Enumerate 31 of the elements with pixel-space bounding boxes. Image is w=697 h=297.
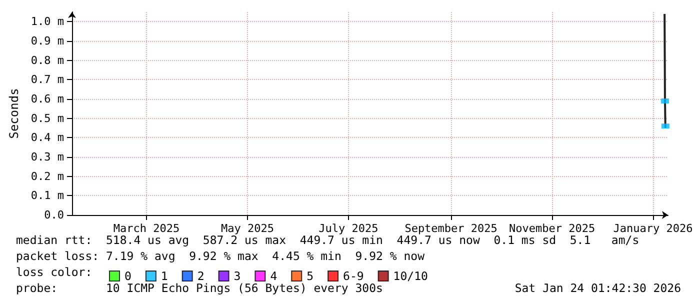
text: probe: 10 ICMP Echo Pings (56 Bytes) every 300s — [16, 281, 383, 295]
legend-label: 3 — [234, 269, 241, 283]
legend-label: 10/10 — [393, 269, 428, 283]
y-tick-label: 0.2 m — [30, 170, 64, 183]
y-tick-label: 0.7 m — [30, 73, 64, 86]
legend-label: 6-9 — [343, 269, 364, 283]
legend-label: 4 — [270, 269, 278, 283]
x-tick-label: May 2025 — [220, 222, 274, 235]
x-tick-label: March 2025 — [113, 222, 180, 235]
y-tick-label: 0.6 m — [30, 92, 64, 106]
x-tick-label: July 2025 — [318, 222, 378, 235]
y-tick-label: 0.9 m — [30, 34, 64, 48]
legend-title: loss color: — [16, 265, 92, 279]
y-tick-label: 0.0 — [44, 208, 64, 222]
text: Sat Jan 24 01:42:30 2026 — [514, 281, 682, 295]
y-tick-label: 0.1 m — [30, 189, 64, 202]
text: median rtt: 518.4 us avg 587.2 us max 449.7 us min 449.7 us now 0.1 ms sd 5.1 am/s — [16, 233, 640, 247]
y-tick-label: 0.4 m — [30, 131, 64, 144]
legend-label: 5 — [306, 269, 314, 283]
legend-label: 2 — [197, 269, 204, 283]
legend-label: 1 — [160, 269, 168, 283]
x-tick-label: January 2026 — [613, 222, 693, 235]
text: packet loss: 7.19 % avg 9.92 % max 4.45 % min 9.92 % now — [16, 249, 425, 263]
y-tick-label: 0.5 m — [30, 112, 64, 125]
y-tick-label: 0.3 m — [30, 150, 64, 164]
x-tick-label: November 2025 — [508, 222, 596, 235]
legend-label: 0 — [124, 269, 132, 283]
y-tick-label: 1.0 m — [30, 15, 64, 28]
y-tick-label: 0.8 m — [30, 54, 64, 67]
x-tick-label: September 2025 — [404, 222, 498, 235]
y-axis-title: Seconds — [7, 88, 21, 139]
